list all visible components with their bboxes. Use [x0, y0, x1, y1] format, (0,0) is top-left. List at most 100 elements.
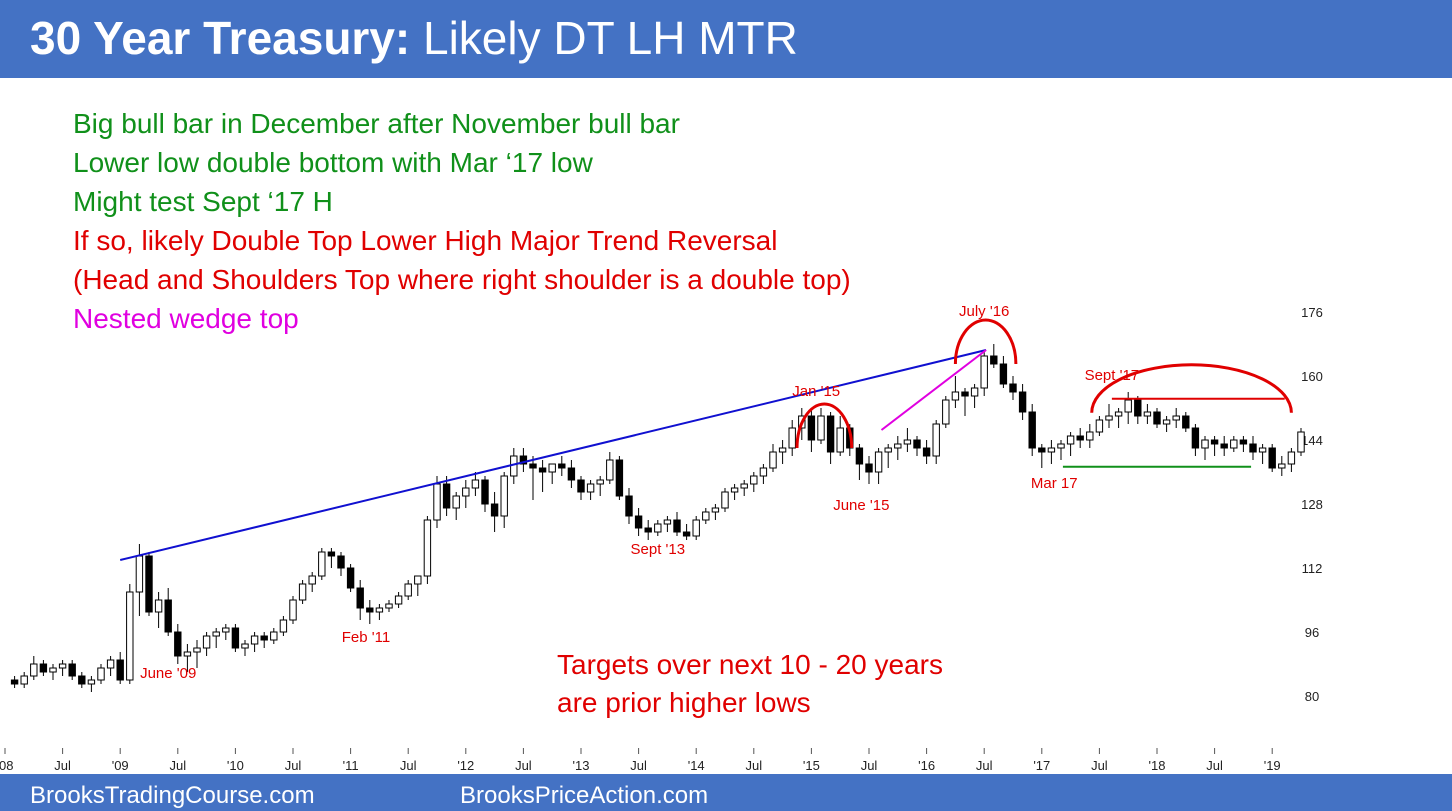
bull-candle [279, 619, 288, 633]
bull-candle [721, 491, 729, 509]
bull-candle [778, 447, 787, 453]
bear-candle [1153, 411, 1161, 425]
bear-candle [1018, 391, 1027, 413]
bull-candle [193, 647, 201, 653]
x-tick-label: '19 [1264, 758, 1281, 773]
note-line: (Head and Shoulders Top where right shou… [73, 264, 851, 295]
y-tick-label: 160 [1301, 369, 1323, 384]
bull-candle [951, 391, 960, 401]
x-tick-label: '08 [0, 758, 13, 773]
bull-candle [894, 443, 902, 449]
bear-candle [1009, 383, 1017, 393]
x-tick-label: '13 [573, 758, 590, 773]
x-tick-label: '11 [343, 758, 359, 773]
bear-candle [327, 551, 336, 557]
bear-candle [145, 555, 153, 613]
x-tick-label: Jul [861, 758, 878, 773]
bear-candle [260, 635, 268, 641]
bear-candle [855, 447, 864, 465]
bull-candle [769, 451, 777, 469]
bear-candle [346, 567, 355, 589]
bear-candle [625, 495, 633, 517]
bull-candle [135, 555, 144, 593]
bull-candle [500, 475, 508, 517]
bull-candle [126, 591, 134, 681]
bear-candle [634, 515, 643, 529]
chart-annotation: Sept '13 [631, 541, 686, 558]
bull-candle [87, 679, 96, 685]
note-line: If so, likely Double Top Lower High Majo… [73, 225, 778, 256]
bear-candle [116, 659, 124, 681]
bull-candle [318, 551, 326, 577]
x-tick-label: '10 [227, 758, 244, 773]
y-tick-label: 112 [1302, 561, 1323, 576]
bull-candle [1086, 431, 1094, 441]
bear-candle [10, 679, 19, 685]
bear-candle [990, 355, 998, 365]
bull-candle [433, 483, 441, 521]
bull-candle [1297, 431, 1305, 453]
x-tick-label: '09 [112, 758, 129, 773]
commentary-notes: Big bull bar in December after November … [73, 104, 851, 338]
bull-candle [730, 487, 739, 493]
bull-candle [241, 643, 249, 649]
bear-candle [529, 463, 537, 469]
bear-candle [78, 675, 86, 685]
bull-candle [1201, 439, 1209, 449]
bear-candle [913, 439, 921, 449]
targets-line-2: are prior higher lows [557, 687, 811, 718]
top-pattern-arc [795, 402, 854, 449]
bear-candle [682, 531, 691, 537]
bear-candle [1220, 443, 1228, 449]
bull-candle [1057, 443, 1065, 449]
bull-candle [1278, 463, 1286, 469]
bear-candle [1210, 439, 1219, 445]
y-tick-label: 144 [1301, 433, 1323, 448]
bull-candle [423, 519, 432, 577]
bear-candle [1191, 427, 1200, 449]
title-bar: 30 Year Treasury: Likely DT LH MTR [0, 0, 1452, 78]
bull-candle [212, 631, 220, 637]
bull-candle [1047, 447, 1056, 453]
bull-candle [414, 575, 422, 585]
bull-candle [270, 631, 278, 641]
bull-candle [106, 659, 115, 669]
bear-candle [519, 455, 528, 465]
bull-candle [596, 479, 604, 485]
bear-candle [865, 463, 873, 473]
top-pattern-arc [953, 318, 1018, 365]
bear-candle [490, 503, 499, 517]
bull-candle [49, 667, 57, 673]
bull-candle [1172, 415, 1180, 421]
price-chart: 80 96 112 128 144 160 176 '08 Jul '09 Jul '10 Jul '11… [0, 303, 1323, 773]
chart-annotation: Sept '17 [1085, 367, 1140, 384]
bull-candle [692, 519, 700, 537]
footer-left-site: BrooksTradingCourse.com [30, 782, 315, 809]
bull-candle [663, 519, 672, 525]
bear-candle [1076, 435, 1084, 441]
bull-candle [836, 427, 844, 453]
bull-candle [1066, 435, 1075, 445]
bull-candle [30, 663, 38, 677]
x-tick-label: '14 [688, 758, 705, 773]
bear-candle [356, 587, 364, 609]
bull-candle [289, 599, 297, 621]
x-tick-label: Jul [515, 758, 532, 773]
note-line: Nested wedge top [73, 303, 299, 334]
bull-candle [654, 523, 662, 533]
bull-candle [1230, 439, 1238, 449]
bull-candle [980, 355, 988, 389]
bull-candle [471, 479, 480, 489]
chart-annotation: Jan '15 [792, 383, 840, 400]
bull-candle [394, 595, 403, 605]
x-tick-label: Jul [54, 758, 71, 773]
y-tick-label: 80 [1305, 689, 1319, 704]
bull-candle [1287, 451, 1296, 465]
bear-candle [1268, 447, 1276, 469]
x-tick-label: '18 [1149, 758, 1166, 773]
trend-line [119, 349, 987, 561]
bear-candle [807, 415, 816, 441]
bull-candle [404, 583, 412, 597]
bull-candle [1114, 411, 1123, 417]
chart-annotation: Feb '11 [342, 629, 390, 646]
